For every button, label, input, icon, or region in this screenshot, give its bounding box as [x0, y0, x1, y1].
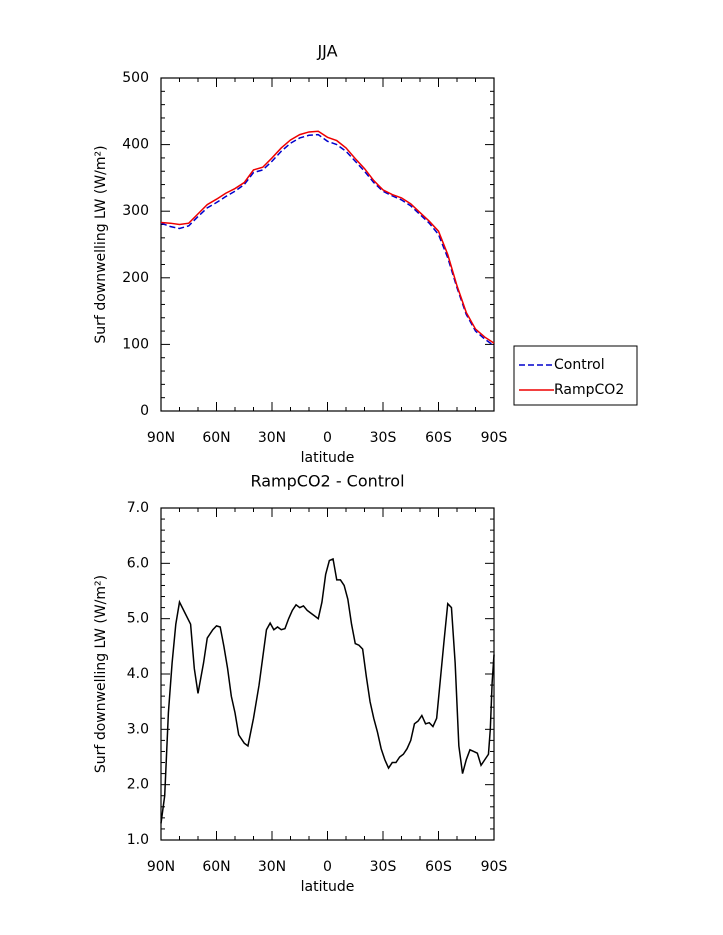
x-tick-label: 90S [481, 859, 508, 875]
x-tick-label: 60S [425, 859, 452, 875]
x-tick-label: 0 [323, 430, 332, 446]
y-tick-label: 7.0 [127, 500, 149, 516]
y-tick-label: 500 [122, 70, 149, 86]
x-tick-label: 90S [481, 430, 508, 446]
y-tick-label: 3.0 [127, 721, 149, 737]
series-line [160, 130, 495, 344]
y-tick-label: 300 [122, 203, 149, 219]
plot-frame [160, 507, 495, 841]
y-tick-label: 5.0 [127, 611, 149, 627]
x-axis-label: latitude [301, 879, 355, 895]
x-tick-label: 30S [370, 430, 397, 446]
x-tick-label: 60N [202, 859, 230, 875]
x-tick-label: 60S [425, 430, 452, 446]
legend-box [513, 345, 638, 406]
x-axis-label: latitude [301, 450, 355, 466]
y-tick-label: 100 [122, 336, 149, 352]
y-tick-label: 400 [122, 137, 149, 153]
y-tick-label: 1.0 [127, 832, 149, 848]
x-tick-label: 60N [202, 430, 230, 446]
x-tick-label: 30N [258, 430, 286, 446]
chart-title: RampCO2 - Control [250, 472, 404, 491]
chart-title: JJA [316, 42, 337, 61]
x-tick-label: 90N [147, 859, 175, 875]
y-tick-label: 0 [140, 403, 149, 419]
x-tick-label: 30N [258, 859, 286, 875]
legend-label: RampCO2 [554, 382, 624, 398]
x-tick-label: 0 [323, 859, 332, 875]
y-tick-label: 6.0 [127, 555, 149, 571]
series-line [160, 557, 495, 824]
x-tick-label: 90N [147, 430, 175, 446]
legend-label: Control [554, 357, 605, 373]
series-line [160, 133, 495, 347]
y-axis-label: Surf downwelling LW (W/m²) [93, 145, 109, 343]
y-axis-label: Surf downwelling LW (W/m²) [93, 575, 109, 773]
y-tick-label: 4.0 [127, 666, 149, 682]
x-tick-label: 30S [370, 859, 397, 875]
y-tick-label: 200 [122, 270, 149, 286]
y-tick-label: 2.0 [127, 777, 149, 793]
